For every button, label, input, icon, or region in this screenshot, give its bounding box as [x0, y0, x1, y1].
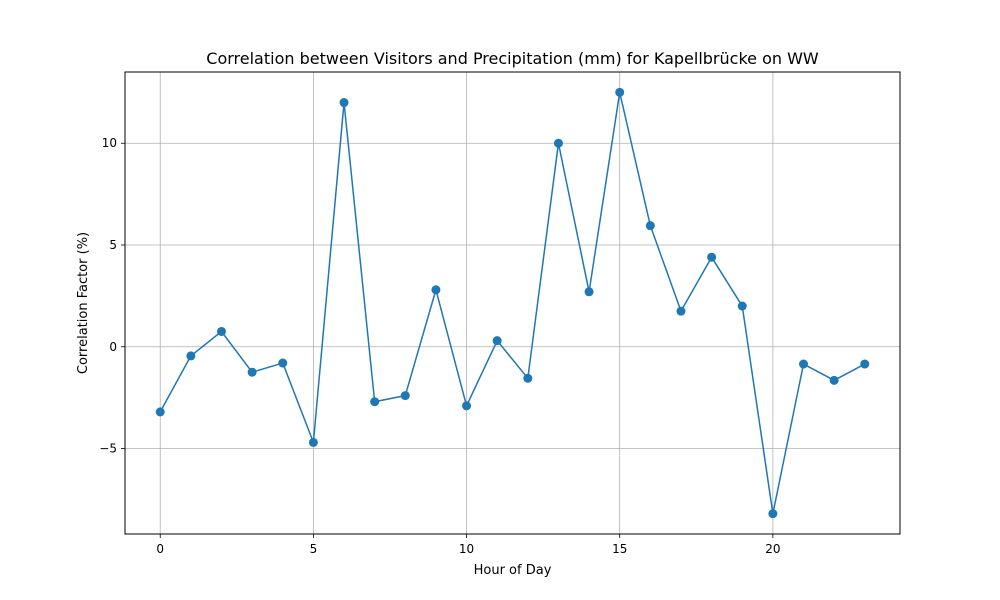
data-point	[584, 287, 594, 297]
x-axis-ticks: 0 5 10 15 20	[156, 534, 781, 556]
data-point	[431, 285, 441, 295]
data-point	[247, 367, 257, 377]
data-point	[462, 401, 472, 411]
x-tick-label: 10	[459, 542, 474, 556]
data-point	[186, 351, 196, 361]
chart-title: Correlation between Visitors and Precipi…	[206, 49, 819, 68]
data-point	[308, 437, 318, 447]
y-axis-ticks: −5 0 5 10	[99, 136, 125, 456]
x-tick-label: 15	[612, 542, 627, 556]
data-point	[553, 138, 563, 148]
data-point	[768, 509, 778, 519]
x-tick-label: 0	[156, 542, 164, 556]
data-point	[523, 373, 533, 383]
x-tick-label: 5	[310, 542, 318, 556]
plot-frame	[124, 71, 901, 535]
x-tick-label: 20	[765, 542, 780, 556]
y-tick-label: 5	[109, 238, 117, 252]
data-point	[216, 326, 226, 336]
data-point	[860, 359, 870, 369]
y-tick-label: 0	[109, 340, 117, 354]
data-point	[799, 359, 809, 369]
series-line	[159, 91, 866, 515]
grid-lines	[125, 72, 900, 534]
series-group	[155, 87, 870, 519]
y-tick-label: −5	[99, 442, 117, 456]
y-axis-label: Correlation Factor (%)	[76, 232, 91, 374]
data-point	[737, 301, 747, 311]
data-point	[339, 98, 349, 108]
data-point	[155, 407, 165, 417]
data-point	[615, 87, 625, 97]
data-point	[829, 375, 839, 385]
data-point	[400, 391, 410, 401]
y-tick-label: 10	[102, 136, 117, 150]
data-point	[676, 306, 686, 316]
data-point	[707, 252, 717, 262]
data-point	[370, 397, 380, 407]
data-point	[645, 221, 655, 231]
data-point	[278, 358, 288, 368]
x-axis-label: Hour of Day	[474, 563, 552, 578]
data-point	[492, 336, 502, 346]
